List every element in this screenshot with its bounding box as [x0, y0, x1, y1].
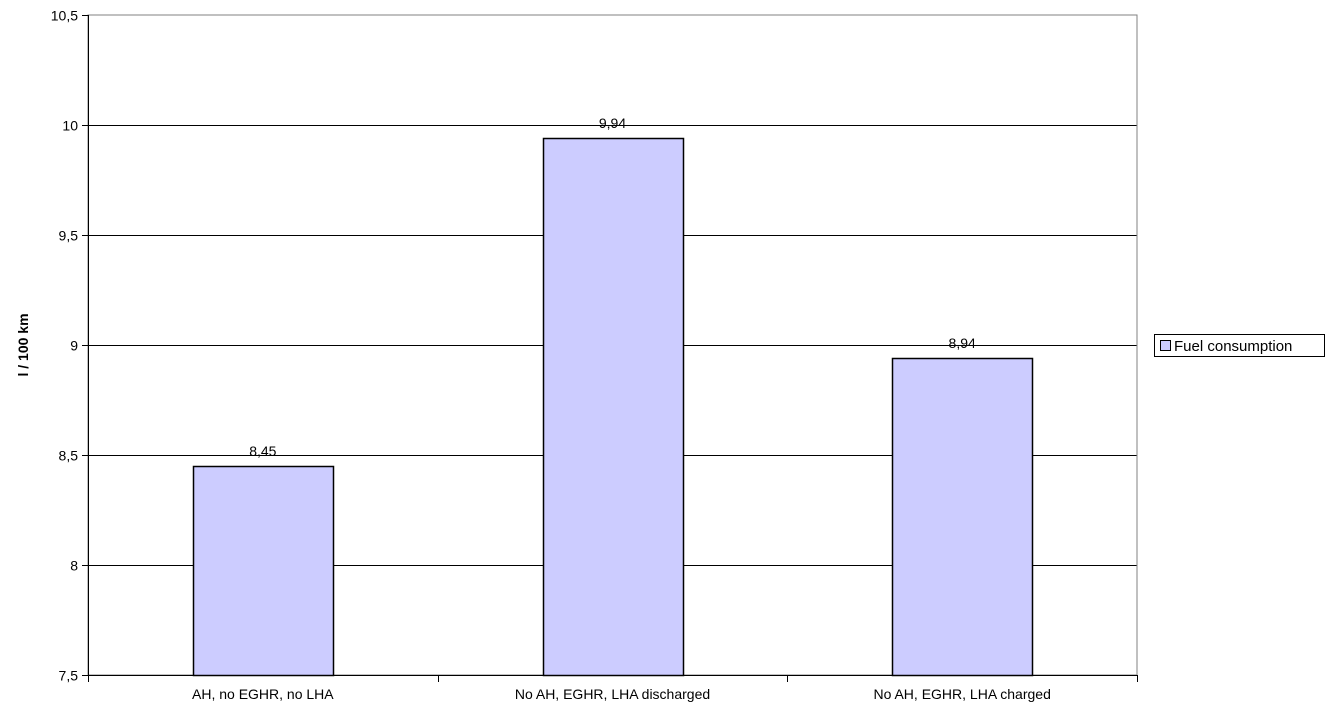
y-tick-label: 9,5: [59, 228, 79, 244]
data-labels: 8,45 9,94 8,94: [249, 115, 976, 459]
x-tick-label: No AH, EGHR, LHA discharged: [515, 686, 710, 702]
bar-value-label: 9,94: [599, 115, 626, 131]
y-tick-label: 10: [62, 118, 78, 134]
x-tick-label: No AH, EGHR, LHA charged: [873, 686, 1050, 702]
legend-box: [1154, 334, 1325, 357]
bars: [192, 137, 1034, 677]
y-tick-label: 10,5: [51, 8, 78, 24]
y-tick-label: 9: [70, 338, 78, 354]
legend-label: Fuel consumption: [1174, 338, 1292, 355]
axes: 7,5 8 8,5 9 9,5 10 10,5 AH, no EGHR, no LHA No A…: [51, 8, 1138, 702]
y-tick-label: 8,5: [59, 448, 79, 464]
bar-value-label: 8,45: [249, 443, 276, 459]
legend-swatch: [1160, 340, 1171, 351]
y-tick-label: 8: [70, 558, 78, 574]
bar-value-label: 8,94: [949, 335, 976, 351]
bar: [891, 357, 1034, 677]
y-axis-title: l / 100 km: [15, 313, 31, 376]
legend: Fuel consumption: [1154, 334, 1325, 357]
x-tick-label: AH, no EGHR, no LHA: [192, 686, 334, 702]
y-tick-label: 7,5: [59, 668, 79, 684]
bar: [192, 465, 335, 677]
bar: [542, 137, 685, 677]
